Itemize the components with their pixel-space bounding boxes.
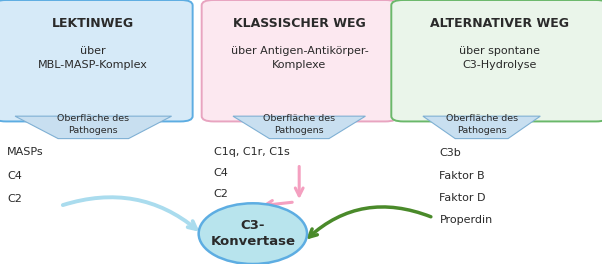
Text: Oberfläche des
Pathogens: Oberfläche des Pathogens [263,115,335,135]
Text: über
MBL-MASP-Komplex: über MBL-MASP-Komplex [39,46,148,70]
Text: über spontane
C3-Hydrolyse: über spontane C3-Hydrolyse [459,46,540,70]
Text: C3-
Konvertase: C3- Konvertase [210,219,296,248]
Text: Oberfläche des
Pathogens: Oberfläche des Pathogens [57,115,129,135]
Text: Faktor D: Faktor D [439,193,486,203]
Text: C2: C2 [214,189,229,199]
Text: C4: C4 [7,171,22,181]
Text: Faktor B: Faktor B [439,171,485,181]
Text: ALTERNATIVER WEG: ALTERNATIVER WEG [430,17,569,30]
Text: über Antigen-Antikörper-
Komplexe: über Antigen-Antikörper- Komplexe [231,46,368,70]
Text: KLASSISCHER WEG: KLASSISCHER WEG [233,17,366,30]
FancyBboxPatch shape [391,0,602,121]
Text: Oberfläche des
Pathogens: Oberfläche des Pathogens [445,115,518,135]
Text: LEKTINWEG: LEKTINWEG [52,17,134,30]
Text: C4: C4 [214,168,229,178]
Polygon shape [423,116,541,139]
Text: C1q, C1r, C1s: C1q, C1r, C1s [214,147,290,157]
Text: C2: C2 [7,194,22,204]
Polygon shape [233,116,365,139]
Polygon shape [15,116,172,139]
Text: MASPs: MASPs [7,147,44,157]
FancyBboxPatch shape [202,0,397,121]
FancyBboxPatch shape [0,0,193,121]
Text: Properdin: Properdin [439,215,492,225]
Ellipse shape [199,203,307,264]
Text: C3b: C3b [439,148,461,158]
